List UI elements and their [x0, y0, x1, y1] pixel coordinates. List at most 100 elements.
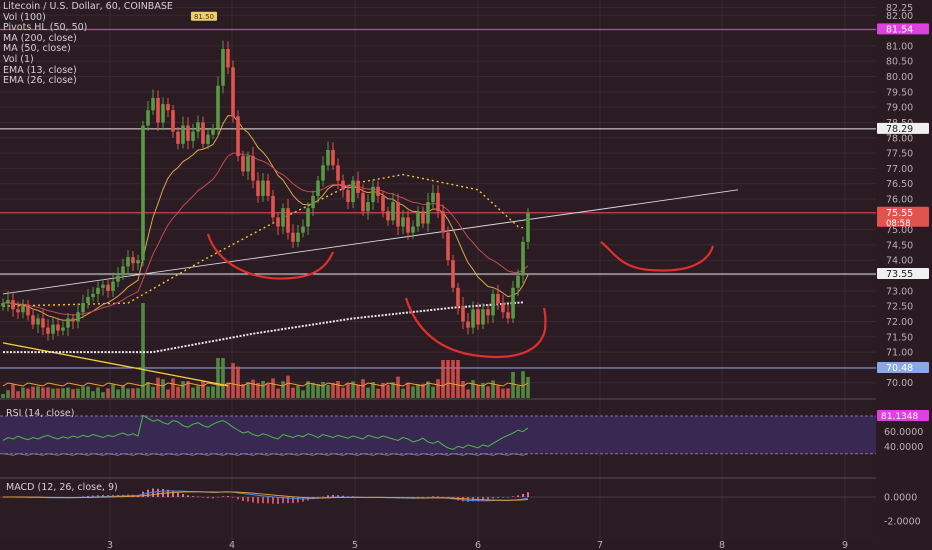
candle-body [206, 134, 210, 144]
price-tick-label: 72.00 [886, 317, 913, 328]
volume-bar [431, 386, 435, 398]
volume-bar [411, 386, 415, 398]
candle-body [516, 275, 520, 288]
candle-body [36, 318, 40, 325]
candle-body [446, 232, 450, 261]
candle-body [461, 306, 465, 322]
ema13-line [2, 115, 529, 321]
candle-body [491, 293, 495, 316]
candle-body [276, 217, 280, 227]
volume-bar [466, 389, 470, 398]
candle-body [501, 303, 505, 313]
macd-histogram-bar [477, 497, 479, 502]
volume-bar [371, 382, 375, 398]
macd-histogram-bar [277, 497, 279, 504]
candle-body [476, 309, 480, 325]
candle-body [486, 309, 490, 316]
candle-body [471, 309, 475, 328]
rsi-last-box [877, 410, 929, 422]
volume-bar [161, 379, 165, 398]
candle-body [146, 110, 150, 126]
candle-body [296, 232, 300, 242]
volume-bar [496, 385, 500, 398]
macd-histogram-bar [237, 497, 239, 500]
volume-bar [246, 382, 250, 398]
candle-body [106, 284, 110, 291]
price-tick-label: 71.00 [886, 348, 913, 359]
macd-histogram-bar [172, 491, 174, 497]
price-tick-label: 74.00 [886, 256, 913, 267]
price-tick-label: 79.00 [886, 103, 913, 114]
candle-body [151, 97, 155, 111]
macd-histogram-bar [167, 489, 169, 497]
candle-body [221, 48, 225, 86]
candle-body [351, 180, 355, 203]
candle-body [321, 165, 325, 181]
candle-body [391, 202, 395, 221]
macd-histogram-bar [102, 495, 104, 497]
candle-body [341, 180, 345, 190]
macd-histogram-bar [192, 496, 194, 497]
annotation-arc-middle [404, 297, 547, 359]
volume-bar [156, 377, 160, 398]
candle-body [386, 211, 390, 221]
macd-histogram-bar [177, 493, 179, 497]
candle-body [116, 275, 120, 282]
macd-histogram-bar [152, 488, 154, 497]
macd-histogram-bar [222, 496, 224, 497]
candle-body [56, 324, 60, 331]
volume-bar [176, 386, 180, 398]
macd-histogram-bar [517, 495, 519, 497]
macd-histogram-bar [262, 497, 264, 504]
volume-bar [341, 387, 345, 398]
candle-body [416, 211, 420, 227]
macd-tick-label: -2.0000 [884, 517, 921, 528]
price-label-81.54: 81.54 [886, 24, 913, 35]
price-tick-label: 76.50 [886, 179, 913, 190]
annotation-arc-right [600, 241, 715, 272]
volume-bar [261, 381, 265, 398]
candle-body [331, 150, 335, 166]
price-tick-label: 76.00 [886, 195, 913, 206]
candle-body [496, 293, 500, 304]
annotation-arc-left [206, 233, 335, 280]
volume-bar [191, 387, 195, 398]
candle-body [346, 189, 350, 203]
volume-bar [221, 358, 225, 398]
candle-body [126, 257, 130, 267]
macd-histogram-bar [82, 496, 84, 497]
volume-bar [16, 391, 20, 398]
candle-body [301, 226, 305, 233]
chart-legend: Litecoin / U.S. Dollar, 60, COINBASE Vol… [3, 1, 173, 87]
volume-bar [421, 383, 425, 398]
candle-body [226, 48, 230, 68]
candle-body [306, 208, 310, 227]
price-tick-label: 72.50 [886, 302, 913, 313]
macd-histogram-bar [207, 497, 209, 499]
time-tick-label: 3 [107, 540, 113, 550]
price-label-box [877, 23, 929, 35]
candle-body [81, 303, 85, 313]
candle-body [216, 85, 220, 129]
volume-bar [141, 303, 145, 398]
volume-bar [481, 383, 485, 398]
candle-body [231, 67, 235, 117]
candle-body [121, 266, 125, 276]
candle-body [466, 321, 470, 328]
volume-bar [91, 391, 95, 398]
rsi-signal-line [2, 453, 529, 456]
candle-body [336, 165, 340, 181]
volume-bar [456, 360, 460, 398]
volume-bar [1, 394, 5, 398]
price-tick-label: 78.00 [886, 133, 913, 144]
volume-bar [406, 383, 410, 398]
candle-body [246, 156, 250, 172]
candle-body [256, 180, 260, 196]
price-label-73.55: 73.55 [886, 269, 913, 280]
volume-bar [181, 381, 185, 398]
candle-body [396, 202, 400, 227]
volume-bar [301, 390, 305, 398]
time-tick-label: 5 [352, 540, 358, 550]
candle-body [401, 217, 405, 227]
